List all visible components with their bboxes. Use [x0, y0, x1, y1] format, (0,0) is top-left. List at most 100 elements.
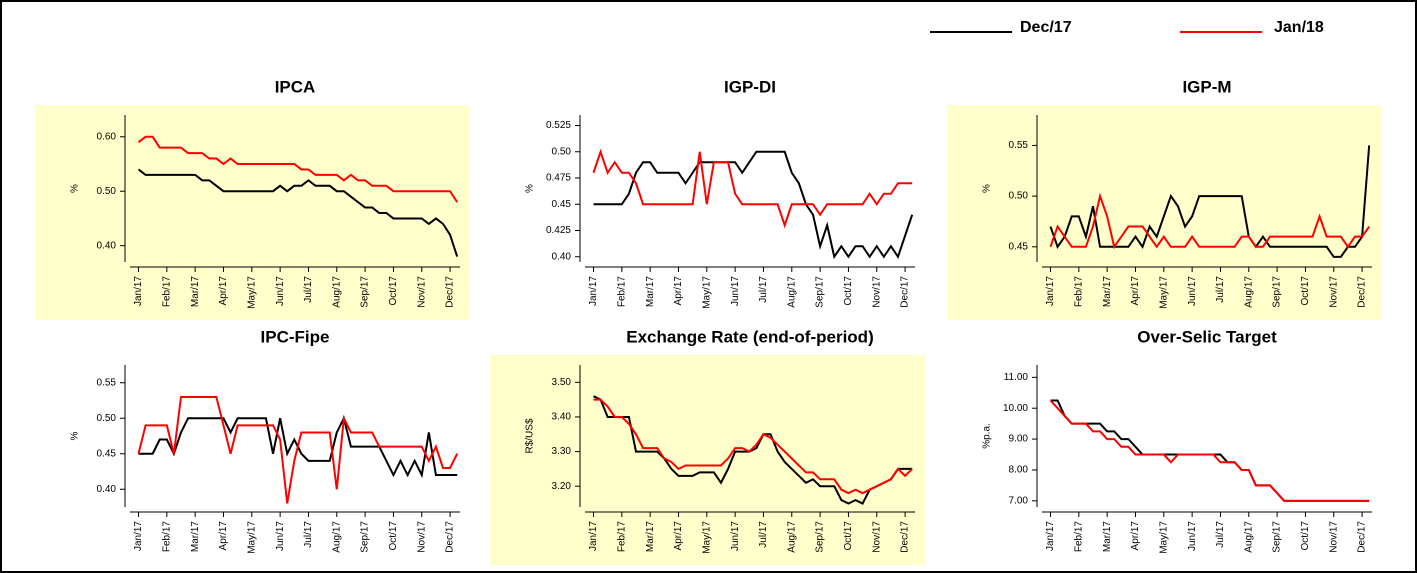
- x-tick-label: Jul/17: [303, 276, 314, 303]
- y-tick-label: 0.45: [97, 448, 117, 459]
- x-tick-label: Jun/17: [730, 276, 741, 306]
- x-tick-label: Jun/17: [1187, 521, 1198, 551]
- x-tick-label: Feb/17: [616, 521, 627, 553]
- series-line: [593, 150, 914, 260]
- y-tick-label: 0.55: [97, 377, 117, 388]
- x-tick-label: Oct/17: [1300, 276, 1311, 306]
- x-tick-label: Oct/17: [388, 276, 399, 306]
- x-tick-label: Dec/17: [445, 276, 456, 308]
- series-line: [137, 395, 459, 504]
- x-tick-label: Feb/17: [616, 276, 627, 308]
- series-line: [593, 398, 913, 495]
- x-tick-label: May/17: [1158, 276, 1169, 309]
- y-tick-label: 0.50: [97, 186, 117, 197]
- y-tick-label: 3.40: [552, 412, 572, 423]
- x-tick-label: May/17: [246, 521, 257, 554]
- y-tick-label: 0.40: [552, 251, 572, 262]
- y-tick-label: 0.60: [97, 131, 117, 142]
- y-axis-label: %p.a.: [982, 423, 993, 449]
- series-line: [137, 168, 459, 257]
- x-tick-label: May/17: [701, 521, 712, 554]
- y-tick-label: 3.50: [552, 377, 572, 388]
- series-line: [1049, 399, 1370, 502]
- chart-title: IGP-DI: [724, 77, 776, 96]
- y-tick-label: 0.45: [552, 199, 572, 210]
- x-tick-label: Jun/17: [1187, 276, 1198, 306]
- x-tick-label: Jan/17: [133, 276, 144, 306]
- x-tick-label: Jan/17: [133, 521, 144, 551]
- x-tick-label: Jun/17: [275, 521, 286, 551]
- x-tick-label: Mar/17: [645, 276, 656, 308]
- y-axis-label: %: [70, 184, 81, 193]
- x-tick-label: Nov/17: [416, 276, 427, 308]
- legend-label: Dec/17: [1020, 19, 1072, 36]
- x-tick-label: Dec/17: [445, 521, 456, 553]
- x-tick-label: Aug/17: [786, 276, 797, 308]
- series-line: [592, 148, 913, 229]
- x-tick-label: Feb/17: [161, 521, 172, 553]
- y-axis-label: %: [525, 184, 536, 193]
- series-line: [137, 135, 459, 203]
- x-tick-label: Feb/17: [1073, 276, 1084, 308]
- chart-title: IPCA: [275, 77, 316, 96]
- x-tick-label: Jul/17: [758, 521, 769, 548]
- x-tick-label: Apr/17: [673, 276, 684, 306]
- y-tick-label: 0.50: [97, 413, 117, 424]
- y-tick-label: 3.20: [552, 481, 572, 492]
- x-tick-label: Feb/17: [161, 276, 172, 308]
- chart-title: IGP-M: [1182, 77, 1231, 96]
- x-tick-label: Mar/17: [645, 521, 656, 553]
- y-tick-label: 0.525: [546, 120, 571, 131]
- x-tick-label: Jan/17: [1045, 276, 1056, 306]
- x-tick-label: Apr/17: [218, 276, 229, 306]
- panel: [35, 105, 470, 320]
- x-tick-label: Dec/17: [1357, 521, 1368, 553]
- y-tick-label: 0.40: [97, 240, 117, 251]
- x-tick-label: May/17: [246, 276, 257, 309]
- x-tick-label: Apr/17: [673, 521, 684, 551]
- x-tick-label: Jun/17: [275, 276, 286, 306]
- y-axis-label: R$/US$: [525, 418, 536, 453]
- x-tick-label: Apr/17: [218, 521, 229, 551]
- x-tick-label: Aug/17: [1243, 276, 1254, 308]
- y-tick-label: 0.50: [1009, 191, 1029, 202]
- y-axis-label: %: [982, 184, 993, 193]
- x-tick-label: Mar/17: [190, 521, 201, 553]
- y-tick-label: 0.475: [546, 173, 571, 184]
- y-tick-label: 8.00: [1009, 465, 1029, 476]
- y-tick-label: 0.40: [97, 484, 117, 495]
- chart-title: IPC-Fipe: [261, 327, 330, 346]
- x-tick-label: Aug/17: [786, 521, 797, 553]
- panel: [490, 355, 925, 565]
- x-tick-label: Jul/17: [758, 276, 769, 303]
- x-tick-label: Mar/17: [1102, 276, 1113, 308]
- x-tick-label: Nov/17: [871, 276, 882, 308]
- x-tick-label: Jul/17: [1215, 521, 1226, 548]
- x-tick-label: Oct/17: [388, 521, 399, 551]
- x-tick-label: Sep/17: [1272, 521, 1283, 553]
- x-tick-label: Oct/17: [843, 521, 854, 551]
- x-tick-label: Mar/17: [1102, 521, 1113, 553]
- y-tick-label: 0.50: [552, 146, 572, 157]
- y-tick-label: 0.425: [546, 225, 571, 236]
- y-tick-label: 0.45: [1009, 241, 1029, 252]
- x-tick-label: Nov/17: [871, 521, 882, 553]
- x-tick-label: Jul/17: [1215, 276, 1226, 303]
- x-tick-label: Nov/17: [1328, 521, 1339, 553]
- x-tick-label: May/17: [1158, 521, 1169, 554]
- x-tick-label: Apr/17: [1130, 276, 1141, 306]
- series-line: [1049, 192, 1370, 250]
- x-tick-label: Dec/17: [900, 276, 911, 308]
- x-tick-label: Oct/17: [1300, 521, 1311, 551]
- x-tick-label: May/17: [701, 276, 712, 309]
- panel: [947, 355, 1382, 565]
- chart-title: Over-Selic Target: [1137, 327, 1277, 346]
- y-tick-label: 7.00: [1009, 495, 1029, 506]
- x-tick-label: Jul/17: [303, 521, 314, 548]
- y-tick-label: 0.55: [1009, 140, 1029, 151]
- y-tick-label: 11.00: [1004, 372, 1029, 383]
- x-tick-label: Nov/17: [416, 521, 427, 553]
- panel: [490, 105, 925, 320]
